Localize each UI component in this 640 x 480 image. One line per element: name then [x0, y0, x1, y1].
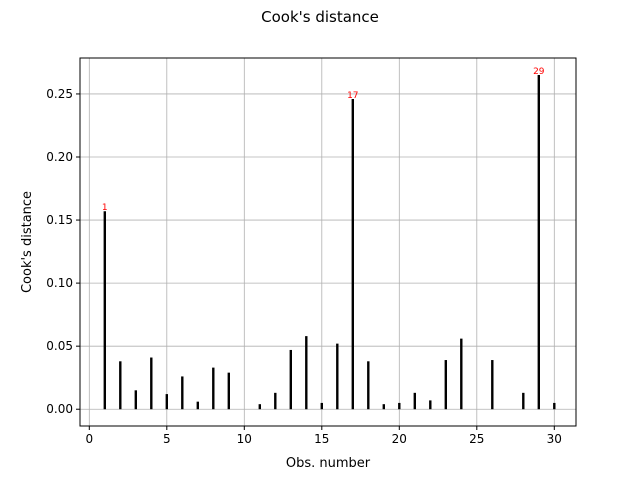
x-tick-label: 0 — [85, 432, 93, 446]
y-tick-label: 0.25 — [46, 87, 73, 101]
x-axis-label: Obs. number — [286, 456, 371, 471]
y-tick-label: 0.05 — [46, 339, 73, 353]
x-tick-label: 10 — [237, 432, 252, 446]
grid-layer — [80, 58, 576, 426]
chart-title: Cook's distance — [261, 8, 379, 26]
x-tick-label: 5 — [163, 432, 171, 446]
annotation-obs-17: 17 — [347, 91, 358, 101]
annotation-obs-29: 29 — [533, 67, 545, 77]
annotation-obs-1: 1 — [102, 203, 108, 213]
y-tick-label: 0.10 — [46, 276, 73, 290]
y-tick-label: 0.00 — [46, 402, 73, 416]
annotation-layer: 1 17 29 — [102, 67, 545, 213]
y-tick-label: 0.20 — [46, 150, 73, 164]
y-tick-label: 0.15 — [46, 213, 73, 227]
x-tick-label: 25 — [469, 432, 484, 446]
plot-frame — [79, 57, 577, 427]
x-axis-ticks: 0 5 10 15 20 25 30 — [85, 426, 562, 446]
stem-layer — [103, 75, 556, 410]
y-axis-ticks: 0.00 0.05 0.10 0.15 0.20 0.25 — [46, 87, 80, 416]
y-axis-label: Cook's distance — [20, 191, 35, 293]
x-tick-label: 30 — [547, 432, 562, 446]
x-tick-label: 20 — [392, 432, 407, 446]
x-tick-label: 15 — [314, 432, 329, 446]
